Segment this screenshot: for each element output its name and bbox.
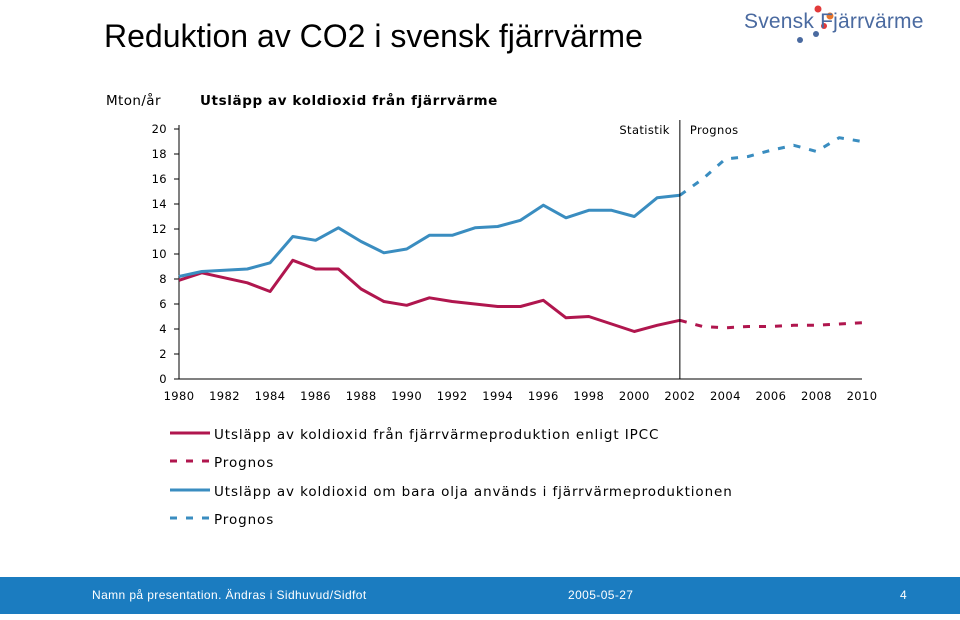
y-tick-label: 8 xyxy=(159,272,167,286)
divider-left-label: Statistik xyxy=(619,123,670,137)
chart-legend: Utsläpp av koldioxid från fjärrvärmeprod… xyxy=(170,426,733,528)
y-tick-label: 16 xyxy=(152,172,167,186)
divider-right-label: Prognos xyxy=(690,123,739,137)
series-line-3 xyxy=(679,136,863,197)
y-tick-label: 6 xyxy=(159,297,167,311)
legend-label-0: Utsläpp av koldioxid från fjärrvärmeprod… xyxy=(214,426,659,443)
footer-date: 2005-05-27 xyxy=(568,588,634,602)
x-tick-label: 1990 xyxy=(391,389,422,403)
x-tick-label: 1992 xyxy=(437,389,468,403)
chart-title: Utsläpp av koldioxid från fjärrvärme xyxy=(200,92,498,109)
x-tick-label: 1994 xyxy=(482,389,513,403)
legend-label-3: Prognos xyxy=(214,512,274,528)
slide-title: Reduktion av CO2 i svensk fjärrvärme xyxy=(104,18,643,54)
legend-label-2: Utsläpp av koldioxid om bara olja använd… xyxy=(214,484,733,500)
x-tick-label: 2006 xyxy=(755,389,786,403)
y-tick-label: 18 xyxy=(152,147,167,161)
chart-axes: 0 2 4 6 8 10 12 14 16 18 20 1980 1982 1984 1986 1988 199… xyxy=(152,122,878,403)
x-tick-label: 1986 xyxy=(300,389,331,403)
series-line-1 xyxy=(679,318,863,330)
series-line-2 xyxy=(178,193,681,278)
footer-bar: Namn på presentation. Ändras i Sidhuvud/… xyxy=(0,577,960,614)
series-layer xyxy=(178,136,863,333)
x-tick-label: 1998 xyxy=(573,389,604,403)
x-tick-label: 1988 xyxy=(346,389,377,403)
y-tick-label: 20 xyxy=(152,122,167,136)
x-tick-label: 2010 xyxy=(847,389,878,403)
footer-presentation-name: Namn på presentation. Ändras i Sidhuvud/… xyxy=(92,588,367,602)
logo-mark-icon xyxy=(797,5,834,43)
y-tick-label: 2 xyxy=(159,347,167,361)
x-tick-label: 2002 xyxy=(664,389,695,403)
x-tick-label: 2000 xyxy=(619,389,650,403)
y-tick-label: 10 xyxy=(152,247,167,261)
y-tick-label: 14 xyxy=(152,197,167,211)
x-tick-label: 1984 xyxy=(255,389,286,403)
x-tick-label: 1982 xyxy=(209,389,240,403)
x-tick-label: 1980 xyxy=(164,389,195,403)
legend-label-1: Prognos xyxy=(214,455,274,471)
logo-text: Svensk Fjärrvärme xyxy=(744,10,924,33)
y-tick-label: 12 xyxy=(152,222,167,236)
series-line-0 xyxy=(178,258,681,333)
x-tick-label: 2004 xyxy=(710,389,741,403)
svensk-fjarrvarme-logo: Svensk Fjärrvärme xyxy=(740,2,940,52)
x-tick-label: 1996 xyxy=(528,389,559,403)
y-tick-label: 4 xyxy=(159,322,167,336)
co2-line-chart: Mton/år Utsläpp av koldioxid från fjärrv… xyxy=(106,92,878,528)
y-tick-label: 0 xyxy=(159,372,167,386)
x-tick-label: 2008 xyxy=(801,389,832,403)
divider-layer: Statistik Prognos xyxy=(619,120,738,379)
footer-page-number: 4 xyxy=(900,588,908,602)
y-axis-label: Mton/år xyxy=(106,92,161,109)
